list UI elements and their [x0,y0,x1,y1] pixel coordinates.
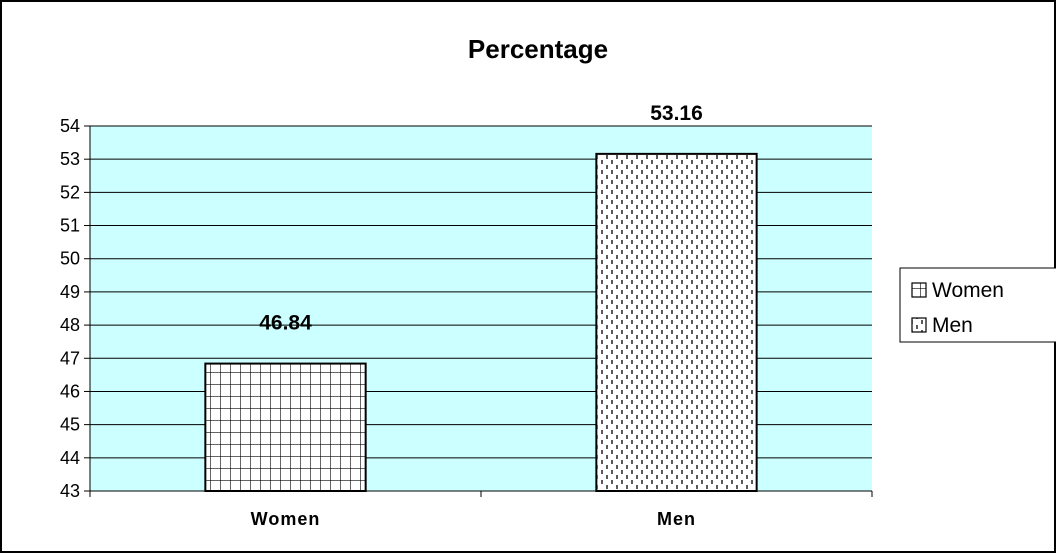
legend-swatch-women [911,282,927,298]
legend-label-women: Women [932,279,1004,302]
y-tick-label: 47 [60,348,80,368]
y-tick-label: 44 [60,448,80,468]
category-label-men: Men [657,509,696,529]
y-tick-label: 43 [60,481,80,501]
y-tick-label: 49 [60,282,80,302]
x-axis-ticks [89,491,873,497]
legend: Women Men [899,267,1056,343]
bars [204,152,758,492]
category-label-women: Women [251,509,321,529]
y-tick-label: 54 [60,116,80,136]
data-label-women: 46.84 [259,312,312,335]
data-label-men: 53.16 [650,102,703,125]
y-tick-label: 51 [60,216,80,236]
y-axis-ticks: 43 44 45 46 47 48 49 50 51 52 53 54 [60,116,90,501]
y-tick-label: 45 [60,415,80,435]
y-tick-label: 53 [60,149,80,169]
bar-men [595,152,758,492]
y-tick-label: 50 [60,249,80,269]
legend-swatch-men [911,317,927,333]
y-tick-label: 48 [60,315,80,335]
y-tick-label: 52 [60,182,80,202]
category-labels: Women Men [251,509,696,529]
chart-title: Percentage [468,34,608,64]
bar-women [204,362,367,492]
data-labels: 46.84 53.16 [259,102,703,335]
y-tick-label: 46 [60,381,80,401]
legend-label-men: Men [932,314,973,337]
